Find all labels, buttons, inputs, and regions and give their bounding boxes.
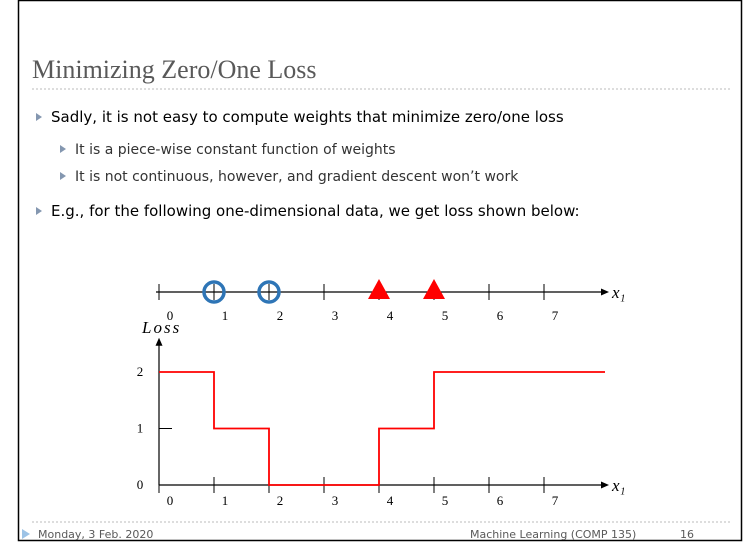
slide-frame	[17, 0, 743, 542]
x-tick-label: 6	[497, 493, 504, 508]
footer-page: 16	[680, 528, 694, 541]
y-axis-arrow	[155, 337, 163, 346]
slide-title: Minimizing Zero/One Loss	[32, 55, 317, 84]
footer-marker	[22, 529, 30, 539]
axis-label: x₁	[611, 283, 625, 302]
bullet-list: Sadly, it is not easy to compute weights…	[36, 108, 580, 220]
y-tick-label: 1	[137, 421, 144, 436]
x-tick-label: 7	[552, 493, 559, 508]
x-tick-label: 4	[387, 493, 394, 508]
x-tick-label: 0	[167, 308, 174, 323]
bullet-text: E.g., for the following one-dimensional …	[51, 202, 580, 220]
x-axis-arrow	[601, 481, 609, 489]
bullet-marker	[60, 172, 66, 180]
data-point	[423, 279, 445, 299]
data-point	[257, 280, 281, 304]
x-tick-label: 2	[277, 308, 284, 323]
x-tick-label: 0	[167, 493, 174, 508]
x-tick-label: 5	[442, 308, 449, 323]
x-tick-label: 1	[222, 493, 229, 508]
y-axis-label: Loss	[141, 318, 181, 337]
bullet-text: Sadly, it is not easy to compute weights…	[51, 108, 564, 126]
footer-date: Monday, 3 Feb. 2020	[38, 528, 153, 541]
x-tick-label: 1	[222, 308, 229, 323]
bullet-marker	[36, 113, 42, 121]
y-tick-label: 0	[137, 477, 144, 492]
x-tick-label: 2	[277, 493, 284, 508]
data-point	[202, 280, 226, 304]
x-tick-label: 3	[332, 493, 339, 508]
x-axis-label: x₁	[611, 476, 625, 495]
bullet-text: It is a piece-wise constant function of …	[75, 142, 396, 158]
data-point	[368, 279, 390, 299]
footer-course: Machine Learning (COMP 135)	[470, 528, 636, 541]
x-tick-label: 3	[332, 308, 339, 323]
bullet-marker	[60, 145, 66, 153]
bullet-text: It is not continuous, however, and gradi…	[75, 169, 519, 185]
x-tick-label: 4	[387, 308, 394, 323]
x-tick-label: 5	[442, 493, 449, 508]
bullet-marker	[36, 207, 42, 215]
loss-line	[159, 371, 605, 486]
x-tick-label: 6	[497, 308, 504, 323]
x-tick-label: 7	[552, 308, 559, 323]
axis-arrow	[601, 288, 609, 296]
y-tick-label: 2	[137, 364, 144, 379]
